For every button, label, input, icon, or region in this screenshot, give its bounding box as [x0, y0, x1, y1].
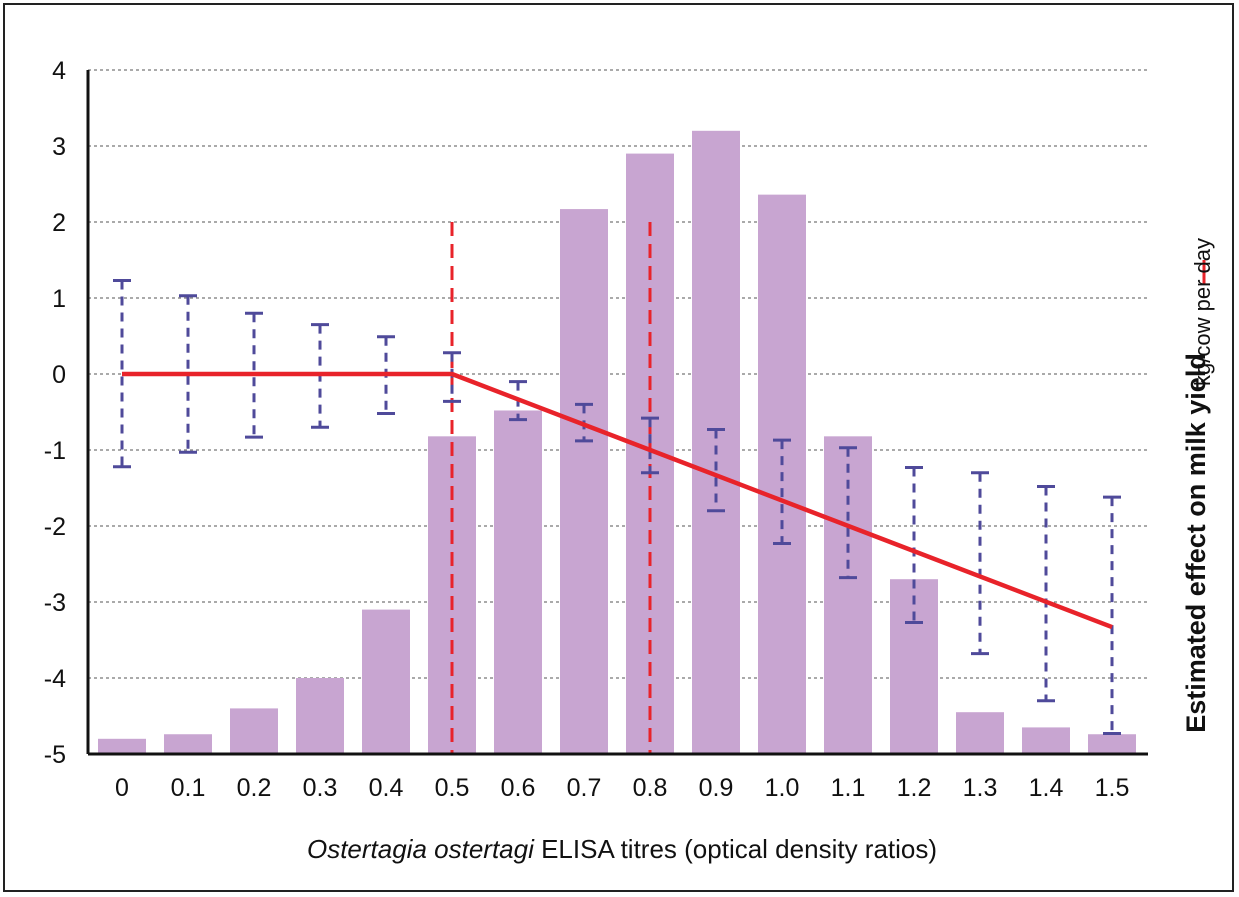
x-axis-title-rest: ELISA titres (optical density ratios) [534, 834, 937, 864]
y-tick-labels: 4 3 2 1 0 -1 -2 -3 -4 -5 [44, 57, 66, 769]
bar-1.4 [1022, 727, 1070, 754]
y-tick-label-7: -3 [44, 589, 66, 617]
x-tick-label-1.0: 1.0 [765, 774, 800, 802]
error-bar-0.9 [707, 427, 725, 513]
bar-0.1 [164, 734, 212, 754]
bar-0.3 [296, 678, 344, 754]
y-tick-label-6: -2 [44, 513, 66, 541]
effect-line-group [122, 371, 1113, 630]
x-tick-labels: 0 0.1 0.2 0.3 0.4 0.5 0.6 0.7 0.8 0.9 1.0 1.1 1.2 1.3… [115, 774, 1129, 802]
error-bar-1.1 [839, 446, 857, 580]
axes-group [86, 70, 1148, 756]
x-tick-label-0.8: 0.8 [633, 774, 668, 802]
bar-0.2 [230, 708, 278, 754]
error-bar-1.0 [773, 438, 791, 545]
x-axis-title: Ostertagia ostertagi ELISA titres (optic… [307, 834, 937, 864]
x-tick-label-1.4: 1.4 [1029, 774, 1064, 802]
y-tick-label-1: 3 [52, 133, 66, 161]
x-tick-label-1.5: 1.5 [1095, 774, 1130, 802]
error-bar-1.2 [905, 465, 923, 625]
error-bar-0.2 [245, 311, 263, 439]
error-bar-0.5 [443, 351, 461, 403]
error-bar-1.3 [971, 471, 989, 656]
x-tick-label-1.3: 1.3 [963, 774, 998, 802]
bar-0 [98, 738, 146, 754]
x-axis-title-italic: Ostertagia ostertagi [307, 834, 535, 864]
y-tick-label-2: 2 [52, 209, 66, 237]
error-bar-1.4 [1037, 484, 1055, 703]
y-tick-label-0: 4 [52, 57, 66, 85]
y-axis-title: Estimated effect on milk yield [1181, 353, 1211, 733]
error-bar-0 [113, 279, 131, 469]
x-tick-label-0.5: 0.5 [435, 774, 470, 802]
x-tick-label-1.1: 1.1 [831, 774, 866, 802]
x-tick-label-1.2: 1.2 [897, 774, 932, 802]
bar-0.7 [560, 209, 608, 754]
y-tick-label-4: 0 [52, 361, 66, 389]
bars-group [98, 130, 1136, 755]
x-tick-label-0.2: 0.2 [237, 774, 272, 802]
y-tick-label-8: -4 [44, 665, 66, 693]
bar-0.4 [362, 609, 410, 754]
bar-0.6 [494, 410, 542, 754]
bar-1.2 [890, 579, 938, 754]
x-tick-label-0.4: 0.4 [369, 774, 404, 802]
legend-label: kg/cow per day [1190, 238, 1215, 386]
x-tick-label-0.7: 0.7 [567, 774, 602, 802]
x-tick-label-0.9: 0.9 [699, 774, 734, 802]
y-tick-label-3: 1 [52, 285, 66, 313]
y-tick-label-9: -5 [44, 741, 66, 769]
x-tick-label-0.1: 0.1 [171, 774, 206, 802]
bar-1.3 [956, 712, 1004, 754]
x-tick-label-0: 0 [115, 774, 129, 802]
bar-1.5 [1088, 734, 1136, 754]
effect-line [122, 371, 1113, 630]
error-bar-0.8 [641, 416, 659, 475]
x-tick-label-0.3: 0.3 [303, 774, 338, 802]
error-bar-1.5 [1103, 495, 1121, 735]
bar-0.9 [692, 130, 740, 755]
x-tick-label-0.6: 0.6 [501, 774, 536, 802]
reference-lines-group [450, 222, 652, 754]
error-bar-0.1 [179, 294, 197, 454]
bar-1.1 [824, 436, 872, 754]
y-tick-label-5: -1 [44, 437, 66, 465]
error-bars-group [113, 279, 1121, 735]
chart-frame [3, 3, 1234, 892]
